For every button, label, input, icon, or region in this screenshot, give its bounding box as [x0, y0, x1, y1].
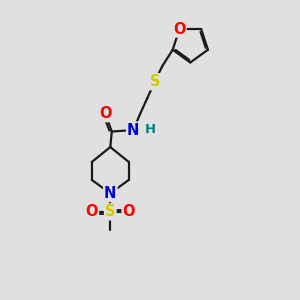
Text: N: N [127, 122, 140, 137]
Text: H: H [145, 123, 156, 136]
Text: O: O [85, 204, 98, 219]
Text: O: O [173, 22, 186, 37]
Text: O: O [123, 204, 135, 219]
Text: N: N [104, 186, 116, 201]
Text: O: O [99, 106, 112, 121]
Text: S: S [105, 204, 116, 219]
Text: S: S [149, 74, 160, 89]
